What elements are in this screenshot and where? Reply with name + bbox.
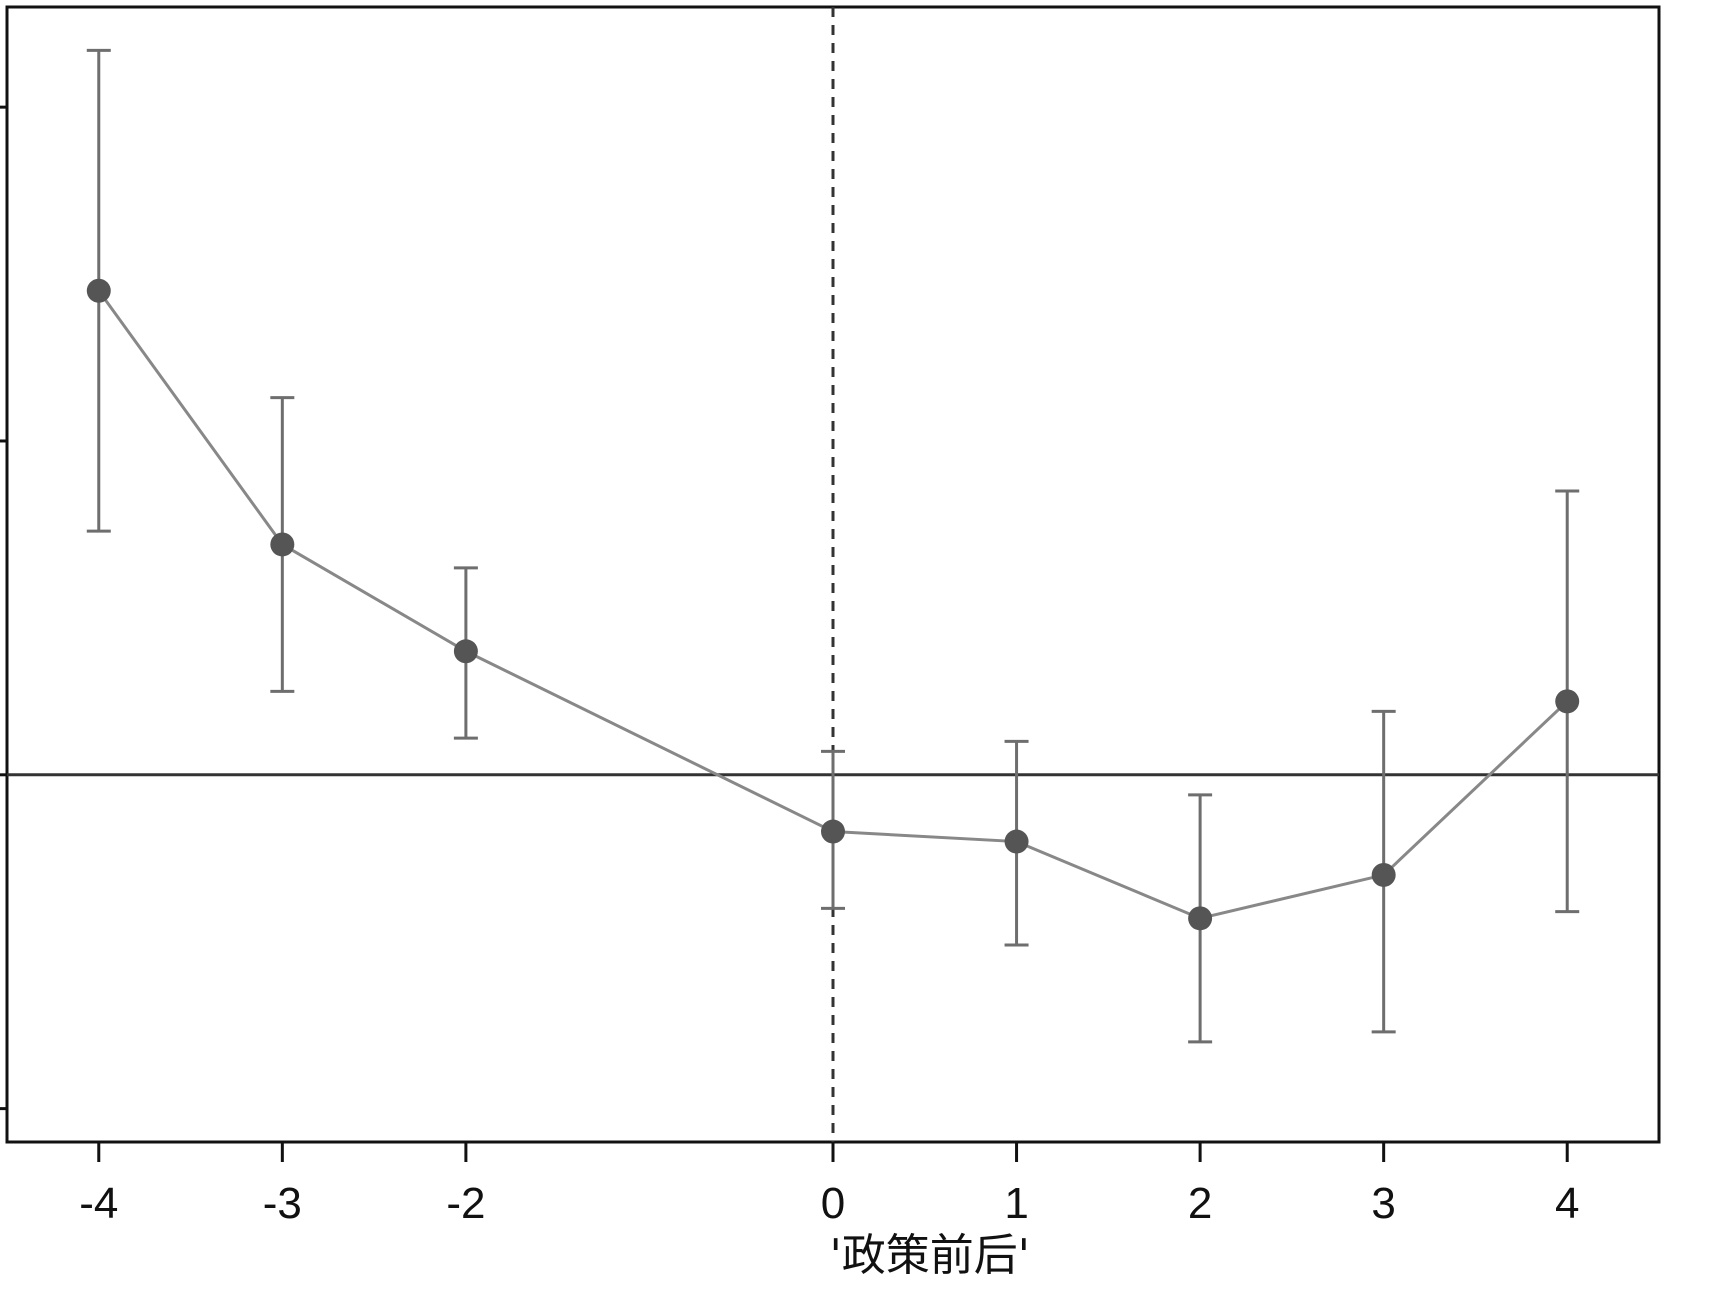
x-tick-label: 3 bbox=[1371, 1179, 1395, 1228]
x-tick-label: -3 bbox=[263, 1179, 302, 1228]
x-tick-label: 2 bbox=[1188, 1179, 1212, 1228]
series-line-group bbox=[97, 289, 1569, 920]
x-tick-label: -2 bbox=[446, 1179, 485, 1228]
data-point bbox=[453, 639, 478, 664]
x-axis-ticks bbox=[97, 1142, 1569, 1162]
x-tick-label: 0 bbox=[821, 1179, 845, 1228]
series-line bbox=[97, 289, 1569, 920]
data-point bbox=[1371, 862, 1396, 887]
x-tick-label: 4 bbox=[1555, 1179, 1579, 1228]
data-point bbox=[270, 532, 295, 557]
reference-lines bbox=[7, 7, 1659, 1142]
data-point bbox=[86, 278, 111, 303]
data-point bbox=[1004, 829, 1029, 854]
data-point bbox=[1555, 689, 1580, 714]
y-axis-ticks bbox=[0, 105, 7, 1111]
x-tick-labels: -4 -3 -2 0 1 2 3 4 bbox=[79, 1179, 1579, 1228]
error-bars bbox=[86, 48, 1580, 1044]
data-point bbox=[821, 819, 845, 844]
x-tick-label: 1 bbox=[1004, 1179, 1028, 1228]
x-tick-label: -4 bbox=[79, 1179, 118, 1228]
point-markers bbox=[86, 278, 1580, 931]
x-axis-title: '政策前后' bbox=[830, 1230, 1030, 1281]
data-point bbox=[1188, 906, 1213, 931]
